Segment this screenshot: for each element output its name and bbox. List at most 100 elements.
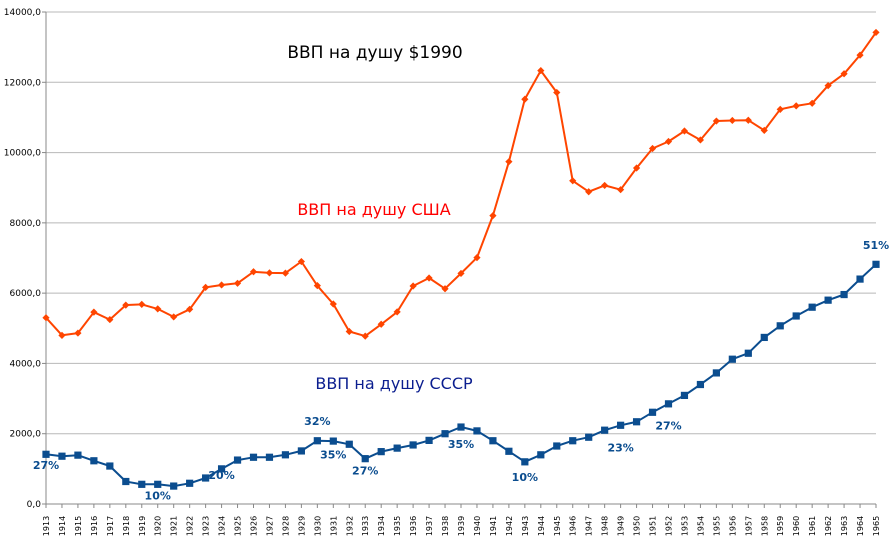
data-point (601, 426, 609, 434)
data-point (425, 436, 433, 444)
data-point (409, 282, 417, 290)
data-point (170, 313, 178, 321)
data-point (808, 99, 816, 107)
data-point (632, 164, 641, 172)
data-point (233, 456, 242, 464)
series-ussr (42, 260, 880, 490)
y-tick-label: 8000,0 (10, 219, 42, 229)
x-tick-label: 1927 (265, 516, 274, 536)
y-tick-label: 6000,0 (10, 289, 42, 299)
data-point (728, 116, 736, 125)
data-point (361, 332, 369, 340)
x-tick-label: 1920 (154, 516, 163, 536)
data-point (329, 300, 337, 308)
data-point (217, 281, 226, 289)
data-annotation: 10% (512, 471, 538, 484)
x-tick-label: 1936 (409, 516, 418, 536)
data-point (776, 105, 784, 113)
data-point (632, 418, 641, 426)
x-tick-label: 1947 (585, 516, 594, 536)
data-point (489, 437, 497, 445)
data-annotation: 27% (655, 419, 681, 432)
data-annotation: 35% (320, 448, 346, 461)
data-point (138, 300, 146, 308)
x-tick-label: 1929 (297, 516, 306, 536)
x-tick-label: 1939 (457, 516, 466, 536)
x-tick-label: 1965 (872, 516, 881, 536)
data-point (505, 158, 513, 166)
x-tick-label: 1948 (601, 516, 610, 536)
data-point (74, 451, 82, 459)
data-point (122, 301, 130, 309)
data-point (154, 305, 162, 313)
data-point (537, 66, 545, 75)
series-usa (42, 28, 880, 340)
data-point (202, 474, 210, 482)
data-point (696, 380, 705, 389)
data-point (249, 453, 258, 461)
x-tick-label: 1928 (281, 516, 290, 536)
data-point (393, 308, 401, 316)
x-tick-label: 1954 (696, 516, 705, 536)
x-tick-label: 1937 (425, 516, 434, 536)
data-point (457, 423, 465, 431)
data-annotation: 23% (607, 441, 633, 454)
data-point (792, 312, 800, 320)
data-point (409, 441, 417, 449)
x-tick-label: 1931 (329, 516, 338, 536)
x-tick-label: 1962 (824, 516, 833, 536)
x-tick-label: 1924 (218, 516, 227, 536)
x-tick-label: 1957 (744, 516, 753, 536)
data-point (648, 408, 657, 416)
x-tick-label: 1921 (170, 516, 179, 536)
annotations: 27% 10% 20% 32% 35% 27% 35% 10% 23% 27% 51% (33, 239, 889, 503)
data-point (856, 275, 864, 283)
data-point (377, 448, 385, 456)
x-tick-label: 1944 (537, 516, 546, 536)
x-tick-label: 1958 (760, 516, 769, 536)
data-point (425, 274, 433, 282)
data-point (824, 82, 832, 90)
data-point (680, 391, 689, 400)
data-point (648, 144, 657, 153)
x-tick-label: 1951 (649, 516, 658, 536)
data-point (824, 296, 832, 304)
data-point (217, 465, 226, 473)
data-point (313, 437, 321, 445)
data-point (58, 452, 66, 460)
x-tick-label: 1922 (186, 516, 195, 536)
x-tick-label: 1943 (521, 516, 530, 536)
data-point (265, 269, 274, 277)
data-point (728, 355, 736, 363)
data-point (393, 444, 401, 452)
x-tick-label: 1913 (42, 516, 51, 536)
data-point (712, 369, 720, 377)
data-point (313, 282, 321, 290)
data-point (856, 51, 864, 59)
data-point (521, 458, 529, 466)
x-tick-label: 1959 (776, 516, 785, 536)
data-point (377, 320, 385, 328)
data-point (106, 462, 114, 470)
data-point (473, 427, 481, 435)
axes (42, 11, 877, 508)
data-point (329, 437, 337, 445)
series (42, 28, 880, 490)
data-point (281, 269, 290, 277)
x-tick-label: 1918 (122, 516, 131, 536)
data-point (233, 279, 242, 287)
x-tick-label: 1941 (489, 516, 498, 536)
x-tick-label: 1950 (633, 516, 642, 536)
x-tick-label: 1949 (617, 516, 626, 536)
data-annotation: 20% (208, 469, 234, 482)
x-tick-label: 1960 (792, 516, 801, 536)
data-point (58, 331, 66, 339)
data-point (872, 28, 880, 37)
data-point (138, 480, 146, 488)
data-point (170, 482, 178, 490)
data-point (202, 283, 210, 291)
x-tick-label: 1933 (361, 516, 370, 536)
data-annotation: 10% (145, 489, 171, 502)
data-point (122, 477, 130, 486)
